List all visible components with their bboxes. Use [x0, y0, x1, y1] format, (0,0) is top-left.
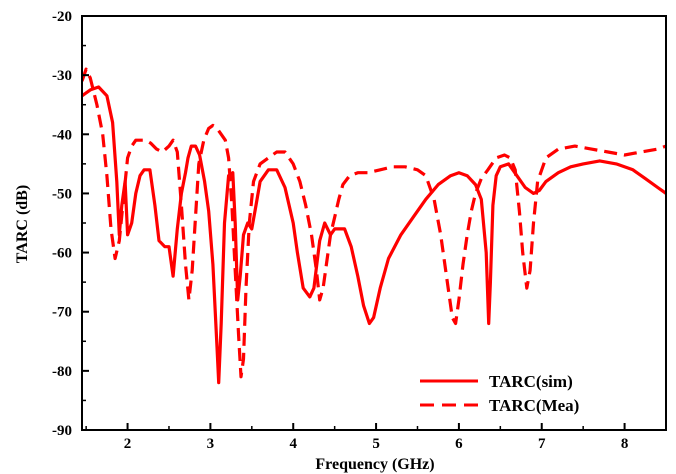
y-tick-label: -30: [52, 68, 72, 84]
axes: [81, 15, 667, 431]
x-tick-label: 5: [372, 436, 380, 452]
y-tick-label: -90: [52, 423, 72, 439]
tick-marks: [82, 15, 667, 431]
x-tick-label: 4: [289, 436, 297, 452]
x-tick-label: 7: [538, 436, 546, 452]
x-tick-label: 3: [207, 436, 215, 452]
series-line-sim: [82, 85, 666, 385]
y-tick-label: -60: [52, 246, 72, 262]
y-tick-label: -20: [52, 9, 72, 25]
legend: TARC(sim) TARC(Mea): [420, 372, 579, 415]
series-line-mea: [82, 67, 666, 379]
x-tick-label: 8: [621, 436, 629, 452]
plot-frame: [81, 15, 667, 431]
y-tick-label: -80: [52, 364, 72, 380]
legend-label-mea: TARC(Mea): [489, 396, 579, 415]
y-tick-label: -70: [52, 305, 72, 321]
plot-area: [82, 67, 666, 385]
x-tick-label: 6: [455, 436, 463, 452]
y-axis-title: TARC (dB): [14, 185, 31, 263]
x-tick-label: 2: [124, 436, 132, 452]
y-tick-label: -50: [52, 186, 72, 202]
legend-label-sim: TARC(sim): [489, 372, 573, 391]
y-tick-label: -40: [52, 127, 72, 143]
x-axis-title: Frequency (GHz): [315, 456, 434, 473]
tick-labels: 2 3 4 5 6 7 8 -20 -30 -40 -50 -60 -70 -80 -90: [52, 9, 628, 452]
